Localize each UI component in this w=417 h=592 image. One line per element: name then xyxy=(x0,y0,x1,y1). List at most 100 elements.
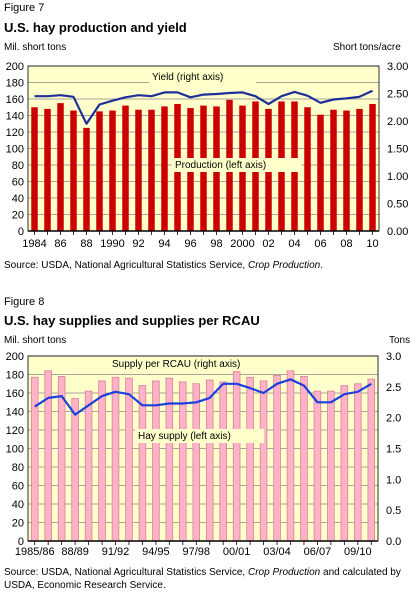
figure-8-right-unit: Tons xyxy=(389,335,411,346)
bar xyxy=(111,376,120,542)
bar xyxy=(148,109,155,231)
y-left-tick-label: 40 xyxy=(12,499,24,511)
bar xyxy=(219,381,227,542)
figure-8-label: Figure 8 xyxy=(4,296,45,308)
bar xyxy=(304,107,311,231)
y-left-tick-label: 80 xyxy=(12,462,24,474)
supply-per-rcau-line-label: Supply per RCAU (right axis) xyxy=(112,359,240,370)
bar xyxy=(98,380,106,542)
y-left-tick-label: 120 xyxy=(6,127,24,139)
x-tick-label: 88/89 xyxy=(61,546,89,558)
y-left-tick-label: 140 xyxy=(6,407,24,419)
bar xyxy=(109,110,116,231)
y-right-tick-label: 0.5 xyxy=(386,505,401,517)
bar xyxy=(369,103,376,231)
y-right-tick-label: 3.00 xyxy=(387,61,408,73)
bar xyxy=(317,114,324,231)
bar xyxy=(135,109,142,231)
figure-8-chart: 0 20 40 60 80 100 120 140 160 180 200 0.0 0.5 1.0 1.5 2… xyxy=(6,351,402,558)
y-left-tick-label: 60 xyxy=(12,481,24,493)
x-tick-label: 94/95 xyxy=(142,546,170,558)
x-tick-label: 92 xyxy=(132,238,144,250)
y-right-tick-label: 1.0 xyxy=(386,474,401,486)
bar xyxy=(327,390,335,542)
y-right-tick-label: 1.00 xyxy=(387,171,408,183)
bar xyxy=(340,385,349,542)
x-tick-label: 94 xyxy=(158,238,170,250)
bar xyxy=(71,398,79,542)
x-tick-label: 86 xyxy=(54,238,66,250)
y-right-tick-label: 0.00 xyxy=(387,226,408,238)
y-left-tick-label: 0 xyxy=(18,226,24,238)
bar xyxy=(273,375,281,542)
bar xyxy=(367,378,376,542)
y-right-tick-label: 2.5 xyxy=(386,382,401,394)
y-left-tick-label: 100 xyxy=(6,444,24,456)
bar xyxy=(30,376,39,542)
y-right-tick-label: 1.50 xyxy=(387,144,408,156)
figure-7-label: Figure 7 xyxy=(4,2,45,14)
bar xyxy=(122,105,129,231)
y-left-tick-label: 100 xyxy=(6,144,24,156)
yield-line-label-bg xyxy=(149,70,256,84)
bar xyxy=(192,383,201,542)
figure-7-title: U.S. hay production and yield xyxy=(4,20,187,35)
x-tick-label: 1990 xyxy=(100,238,124,250)
bar xyxy=(84,390,93,542)
y-right-tick-label: 2.00 xyxy=(387,116,408,128)
x-tick-label: 04 xyxy=(288,238,300,250)
line-series xyxy=(34,89,373,125)
hay-supply-bars-label: Hay supply (left axis) xyxy=(138,431,231,442)
figure-7-left-unit: Mil. short tons xyxy=(4,42,67,53)
bar xyxy=(31,107,38,231)
y-left-tick-label: 20 xyxy=(12,210,24,222)
bar xyxy=(343,110,350,231)
bar xyxy=(205,379,214,542)
production-bars-label-bg xyxy=(172,158,302,172)
x-tick-label: 02 xyxy=(262,238,274,250)
production-bars-label: Production (left axis) xyxy=(175,160,266,171)
x-tick-label: 09/10 xyxy=(344,546,372,558)
x-tick-label: 97/98 xyxy=(183,546,211,558)
figure-7-chart: 0204060801001201401601802000.000.501.001… xyxy=(6,61,409,250)
x-tick-label: 1984 xyxy=(22,238,46,250)
bar xyxy=(300,375,308,542)
x-tick-label: 1985/86 xyxy=(15,546,55,558)
figure-8-left-unit: Mil. short tons xyxy=(4,335,67,346)
bar xyxy=(125,377,133,542)
y-left-tick-label: 160 xyxy=(6,388,24,400)
x-tick-label: 00/01 xyxy=(223,546,251,558)
y-right-tick-label: 0.0 xyxy=(386,536,401,548)
bar xyxy=(286,370,295,542)
bar xyxy=(138,385,147,542)
y-left-tick-label: 20 xyxy=(12,518,24,530)
x-tick-label: 06 xyxy=(314,238,326,250)
bar xyxy=(57,103,64,231)
bar xyxy=(259,380,268,542)
bar xyxy=(96,111,103,231)
bar xyxy=(161,106,168,231)
bar xyxy=(246,376,254,542)
y-right-tick-label: 0.50 xyxy=(387,199,408,211)
x-tick-label: 88 xyxy=(80,238,92,250)
figure-8-source: Source: USDA, National Agricultural Stat… xyxy=(4,567,401,591)
bar xyxy=(232,371,241,542)
bar xyxy=(70,110,77,231)
x-tick-label: 10 xyxy=(366,238,378,250)
y-left-tick-label: 140 xyxy=(6,111,24,123)
x-tick-label: 03/04 xyxy=(263,546,291,558)
y-left-tick-label: 80 xyxy=(12,160,24,172)
bar xyxy=(179,381,187,542)
y-right-tick-label: 2.0 xyxy=(386,413,401,425)
y-left-tick-label: 160 xyxy=(6,94,24,106)
y-left-tick-label: 40 xyxy=(12,193,24,205)
x-tick-label: 91/92 xyxy=(102,546,130,558)
bar xyxy=(83,127,90,231)
yield-line-label: Yield (right axis) xyxy=(152,72,223,83)
y-left-tick-label: 200 xyxy=(6,61,24,73)
figure-7-source: Source: USDA, National Agricultural Stat… xyxy=(4,260,324,271)
bar xyxy=(330,109,337,231)
y-right-tick-label: 1.5 xyxy=(386,444,401,456)
line-series xyxy=(34,378,372,416)
y-right-tick-label: 3.0 xyxy=(386,351,401,363)
